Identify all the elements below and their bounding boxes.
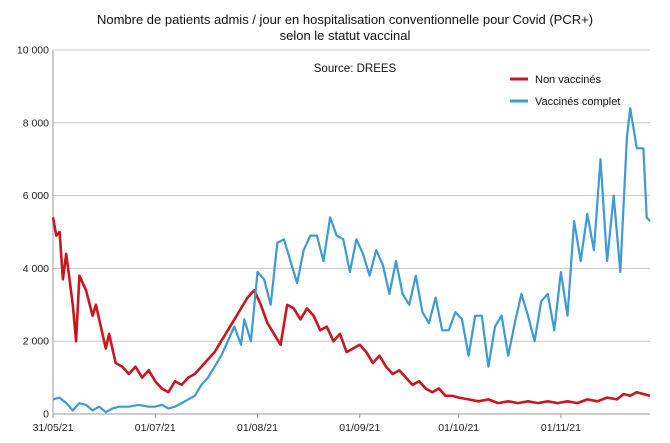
y-tick-label-5: 10 000 <box>17 45 49 57</box>
chart-title-line1: Nombre de patients admis / jour en hospi… <box>97 12 593 27</box>
x-tick-label-3: 01/09/21 <box>339 422 380 434</box>
x-tick-label-0: 31/05/21 <box>33 422 74 434</box>
legend-label-non-vaccines: Non vaccinés <box>535 74 602 86</box>
y-tick-label-4: 8 000 <box>23 117 49 129</box>
legend-label-vaccines-complet: Vaccinés complet <box>535 96 620 108</box>
series-line-1 <box>52 107 651 414</box>
x-tick-label-4: 01/10/21 <box>438 422 479 434</box>
series-lines <box>51 107 651 414</box>
source-label: Source: DREES <box>314 63 397 75</box>
y-tick-label-0: 0 <box>43 409 49 421</box>
series-line-0 <box>51 217 651 405</box>
x-tick-labels: 31/05/21 01/07/21 01/08/21 01/09/21 01/10/21… <box>33 422 582 434</box>
x-tick-label-2: 01/08/21 <box>237 422 278 434</box>
y-tick-label-1: 2 000 <box>23 336 49 348</box>
y-tick-labels: 0 2 000 4 000 6 000 8 000 10 000 <box>17 45 49 421</box>
x-tick-label-1: 01/07/21 <box>135 422 176 434</box>
legend: Non vaccinés Vaccinés complet <box>510 74 620 108</box>
y-tick-label-2: 4 000 <box>23 263 49 275</box>
axes <box>52 50 650 418</box>
x-tick-label-5: 01/11/21 <box>541 422 581 434</box>
chart-title-line2: selon le statut vaccinal <box>280 28 411 43</box>
y-tick-label-3: 6 000 <box>23 190 49 202</box>
